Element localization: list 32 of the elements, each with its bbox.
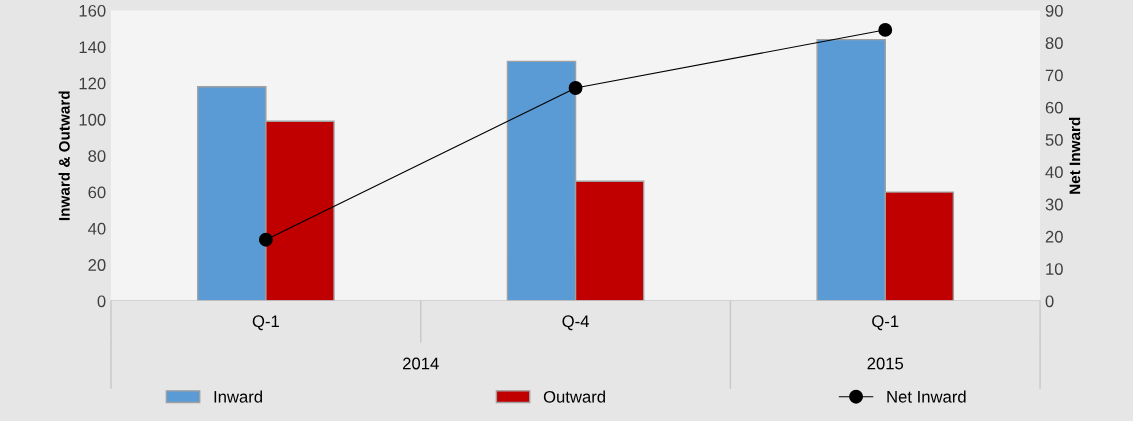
point <box>568 81 583 95</box>
x-tick-label: Q-1 <box>872 315 899 331</box>
y2-axis-title: Net Inward <box>1069 117 1081 194</box>
y-tick-label: 60 <box>88 186 106 199</box>
y-tick-label: 80 <box>88 150 106 162</box>
text: 2014 <box>403 357 439 370</box>
y2-tick-label: 10 <box>1046 263 1063 275</box>
y2-tick-label: 90 <box>1045 4 1063 17</box>
point <box>258 232 273 247</box>
legend-label: Inward <box>214 390 262 403</box>
y-tick-label: 100 <box>79 113 106 126</box>
y2-tick-label: 20 <box>1045 230 1063 243</box>
x-tick-label: Q-4 <box>562 315 589 331</box>
y-tick-label: 140 <box>79 41 106 54</box>
y2-tick-label: 60 <box>1045 101 1063 114</box>
y2-tick-label: 50 <box>1045 134 1063 146</box>
y-tick-label: 120 <box>79 77 106 90</box>
legend-label: Net Inward <box>887 390 966 403</box>
y-axis-title: Inward & Outward <box>58 91 70 221</box>
y-tick-label: 20 <box>88 259 106 271</box>
y-tick-label: 40 <box>88 222 106 235</box>
text: 2015 <box>867 357 904 370</box>
point <box>878 22 893 37</box>
legend-label: Outward <box>543 390 605 403</box>
y2-tick-label: 70 <box>1045 69 1063 82</box>
y2-tick-label: 40 <box>1045 166 1063 179</box>
y-tick-label: 0 <box>97 295 106 308</box>
y2-tick-label: 30 <box>1045 198 1063 211</box>
y2-tick-label: 0 <box>1045 295 1054 308</box>
x-tick-label: Q-1 <box>252 315 279 331</box>
y2-tick-label: 80 <box>1045 37 1063 49</box>
y-tick-label: 160 <box>79 4 106 17</box>
